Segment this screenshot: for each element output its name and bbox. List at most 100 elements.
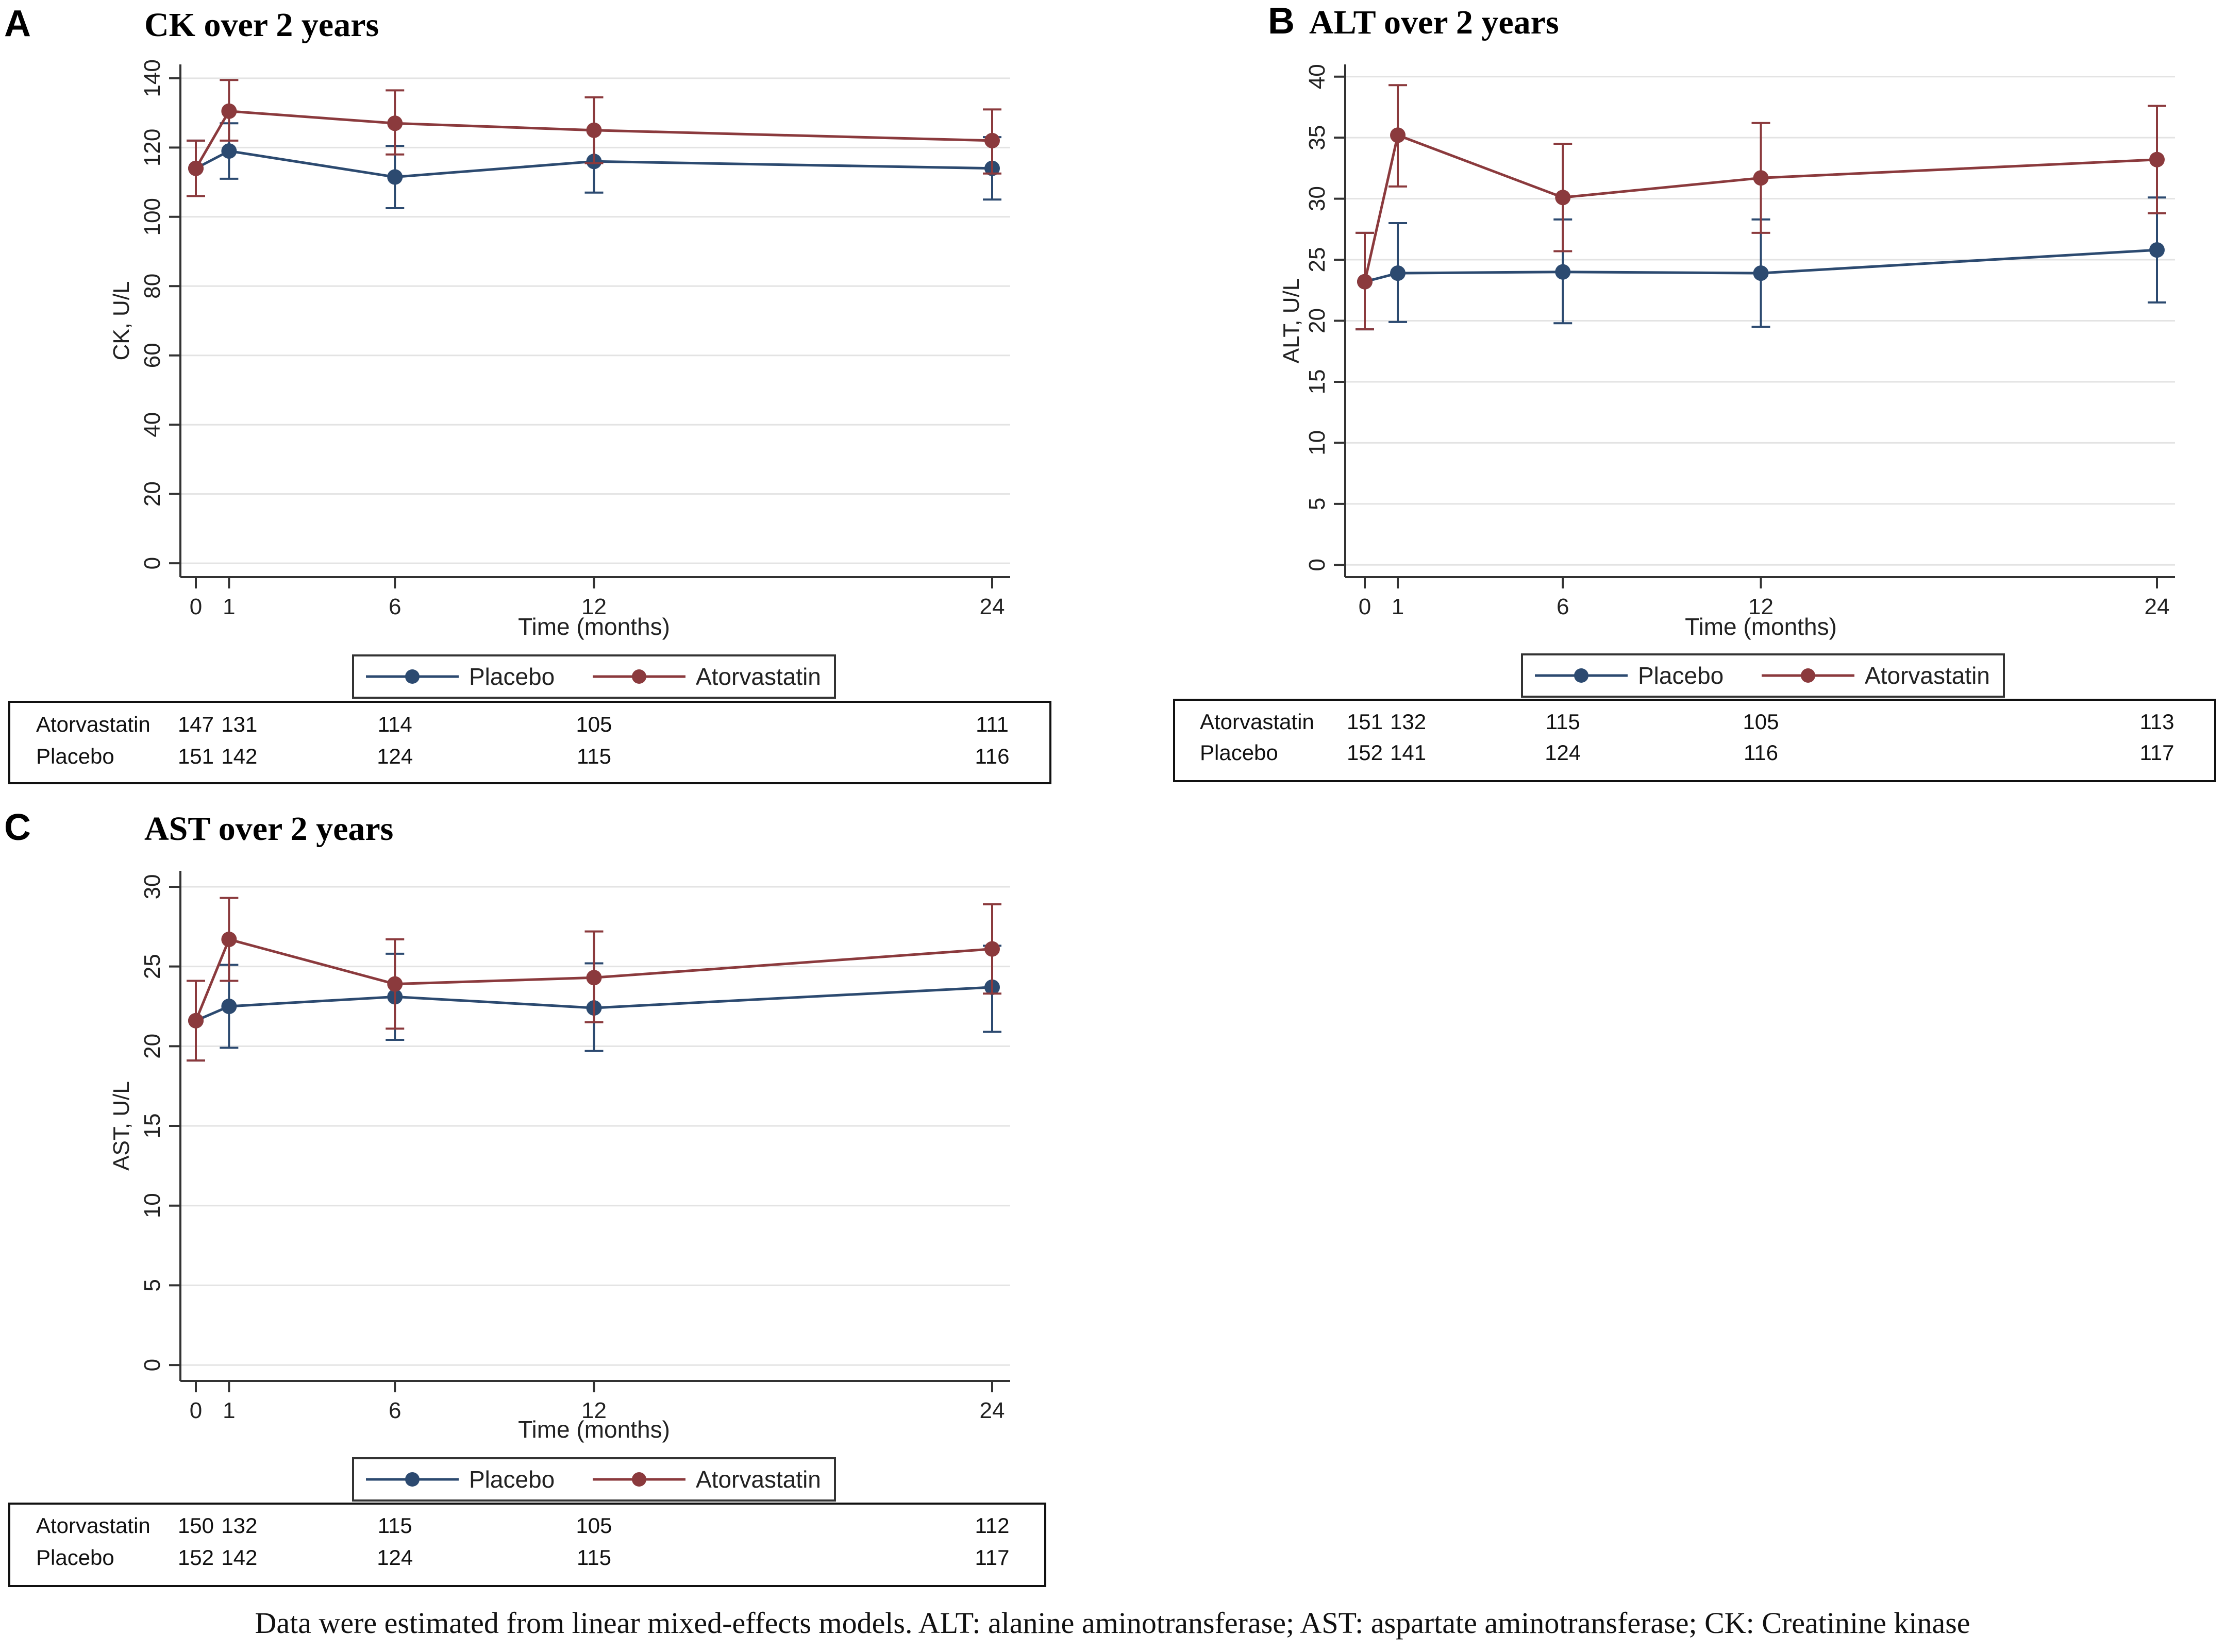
risk-table-count: 117 <box>2140 740 2174 765</box>
x-tick-label: 6 <box>389 1398 401 1423</box>
data-point <box>984 132 1000 148</box>
risk-table-count: 113 <box>2140 710 2174 734</box>
risk-table-count: 111 <box>976 712 1009 736</box>
y-tick-label: 35 <box>1304 125 1330 150</box>
risk-table-count: 151 <box>1347 710 1383 734</box>
x-tick-label: 6 <box>389 594 401 619</box>
y-tick-label: 25 <box>1304 247 1330 273</box>
data-point <box>188 1013 204 1029</box>
y-axis-title: CK, U/L <box>109 281 134 360</box>
legend-dot-icon <box>632 669 646 684</box>
legend-entry-label: Atorvastatin <box>696 663 821 690</box>
x-tick-label: 12 <box>581 1398 607 1423</box>
data-point <box>2149 151 2165 167</box>
panel-label: B <box>1268 1 1295 42</box>
y-tick-label: 80 <box>140 274 165 299</box>
y-tick-label: 100 <box>140 198 165 235</box>
y-tick-label: 0 <box>140 557 165 569</box>
chart-title: CK over 2 years <box>144 6 379 44</box>
risk-table-count: 114 <box>378 712 412 736</box>
risk-table-count: 115 <box>1546 710 1580 734</box>
x-tick-label: 0 <box>190 1398 202 1423</box>
risk-table-count: 152 <box>178 1545 214 1570</box>
risk-table-count: 105 <box>576 712 612 736</box>
risk-table-count: 124 <box>377 1545 413 1570</box>
risk-table-row-label: Atorvastatin <box>36 1513 150 1538</box>
risk-table: Atorvastatin 150 132 115 105 112 Placebo 152 142… <box>8 1503 1046 1587</box>
risk-table: Atorvastatin 147 131 114 105 111 Placebo 151 142… <box>8 701 1051 784</box>
risk-table-count: 124 <box>377 744 413 768</box>
data-point <box>387 115 403 131</box>
y-tick-label: 20 <box>140 481 165 507</box>
risk-table-row-label: Atorvastatin <box>1200 710 1314 734</box>
risk-table-count: 116 <box>975 744 1010 768</box>
legend-entry-label: Placebo <box>469 663 555 690</box>
risk-table-box <box>8 1503 1046 1587</box>
legend-dot-icon <box>1801 668 1815 683</box>
legend: Placebo Atorvastatin <box>1521 653 2005 698</box>
risk-table-count: 115 <box>577 1545 611 1570</box>
risk-table-count: 150 <box>178 1513 214 1538</box>
y-tick-label: 15 <box>1304 369 1330 394</box>
legend: Placebo Atorvastatin <box>352 1457 836 1502</box>
legend-dot-icon <box>405 669 420 684</box>
risk-table-row: Atorvastatin 147 131 114 105 111 <box>36 712 1009 736</box>
data-point <box>984 941 1000 957</box>
risk-table: Atorvastatin 151 132 115 105 113 Placebo 152 141… <box>1173 699 2216 782</box>
chart-title: AST over 2 years <box>144 810 393 848</box>
x-tick-label: 24 <box>980 594 1005 619</box>
risk-table-row: Placebo 151 142 124 115 116 <box>36 744 1009 768</box>
y-tick-label: 5 <box>140 1279 165 1291</box>
risk-table-row-label: Atorvastatin <box>36 712 150 736</box>
y-tick-label: 5 <box>1304 498 1330 510</box>
x-tick-label: 1 <box>223 1398 235 1423</box>
risk-table-count: 105 <box>1743 710 1779 734</box>
legend-entry-label: Atorvastatin <box>1865 662 1990 689</box>
legend-entry-label: Placebo <box>469 1466 555 1493</box>
series-atorvastatin <box>187 897 1001 1062</box>
legend: Placebo Atorvastatin <box>352 654 836 699</box>
y-tick-label: 20 <box>1304 308 1330 333</box>
data-point <box>1390 265 1406 281</box>
y-tick-label: 20 <box>140 1034 165 1059</box>
y-tick-label: 40 <box>1304 64 1330 89</box>
x-axis-title: Time (months) <box>518 613 670 640</box>
risk-table-row-label: Placebo <box>36 744 114 768</box>
series-atorvastatin <box>187 79 1001 197</box>
chart-title: ALT over 2 years <box>1309 4 1559 41</box>
data-point <box>221 998 237 1014</box>
legend-entry-label: Placebo <box>1638 662 1724 689</box>
y-axis-title: ALT, U/L <box>1279 278 1304 363</box>
y-tick-label: 40 <box>140 412 165 437</box>
risk-table-row: Atorvastatin 151 132 115 105 113 <box>1200 710 2174 734</box>
y-tick-label: 25 <box>140 954 165 979</box>
x-tick-label: 1 <box>1392 594 1404 619</box>
y-tick-label: 30 <box>1304 186 1330 211</box>
risk-table-count: 151 <box>178 744 214 768</box>
y-tick-label: 0 <box>140 1359 165 1371</box>
risk-table-count: 124 <box>1545 740 1581 765</box>
panel-label: C <box>4 807 31 848</box>
risk-table-count: 116 <box>1744 740 1778 765</box>
x-tick-label: 12 <box>1748 594 1774 619</box>
data-point <box>188 160 204 176</box>
data-point <box>586 122 602 138</box>
x-axis-title: Time (months) <box>518 1416 670 1443</box>
risk-table-box <box>8 701 1051 784</box>
legend-entry-label: Atorvastatin <box>696 1466 821 1493</box>
data-point <box>221 143 237 159</box>
data-point <box>387 976 403 992</box>
x-tick-label: 24 <box>2145 594 2170 619</box>
data-point <box>1357 274 1373 290</box>
y-tick-label: 10 <box>140 1193 165 1218</box>
data-point <box>387 169 403 185</box>
risk-table-count: 142 <box>221 1545 257 1570</box>
risk-table-count: 131 <box>221 712 257 736</box>
data-point <box>586 970 602 986</box>
panel-label: A <box>4 3 31 44</box>
data-point <box>221 103 237 119</box>
y-tick-label: 120 <box>140 129 165 166</box>
risk-table-count: 132 <box>221 1513 257 1538</box>
legend-dot-icon <box>1574 668 1588 683</box>
